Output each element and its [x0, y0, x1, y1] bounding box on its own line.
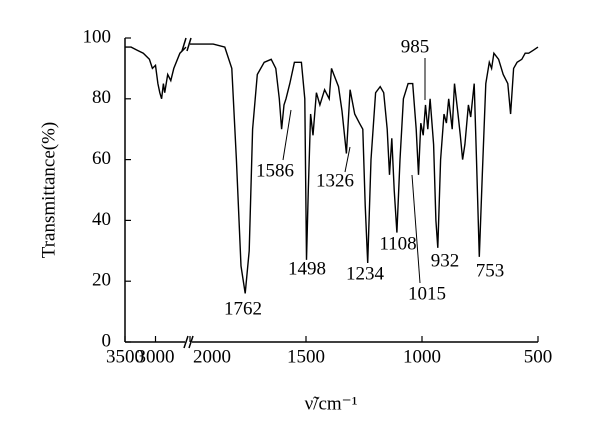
y-tick-label: 20: [92, 270, 111, 291]
y-axis-label: Transmittance(%): [38, 122, 59, 259]
peak-label: 753: [476, 260, 505, 281]
y-tick-label: 60: [92, 148, 111, 169]
spectrum-line: [125, 46, 187, 99]
y-tick-label: 80: [92, 87, 111, 108]
x-tick-label: 2000: [193, 346, 231, 367]
axis-break-bottom: [183, 335, 194, 349]
y-tick-label: 40: [92, 209, 111, 230]
y-tick-label: 100: [83, 26, 112, 47]
x-tick-label: 1000: [403, 346, 441, 367]
peak-label: 1498: [288, 258, 326, 279]
peak-leader: [411, 174, 421, 284]
x-tick-label: 500: [524, 346, 553, 367]
peak-label: 1108: [379, 233, 416, 254]
peak-label: 1015: [408, 283, 446, 304]
peak-label: 985: [401, 36, 430, 57]
x-tick-label: 1500: [287, 346, 325, 367]
peak-label: 932: [431, 250, 460, 271]
x-axis-label: ν̃/cm⁻¹: [305, 393, 358, 414]
peak-label: 1762: [224, 298, 262, 319]
peak-label: 1234: [346, 263, 385, 284]
peak-leader: [282, 109, 292, 161]
x-tick-label: 3500: [106, 346, 144, 367]
y-tick-label: 0: [102, 330, 112, 351]
peak-label: 1586: [256, 160, 294, 181]
peak-leader: [344, 146, 351, 173]
spectrum-line: [190, 43, 539, 294]
x-tick-label: 3000: [137, 346, 175, 367]
axis-break-top: [181, 37, 192, 52]
peak-label: 1326: [316, 170, 354, 191]
